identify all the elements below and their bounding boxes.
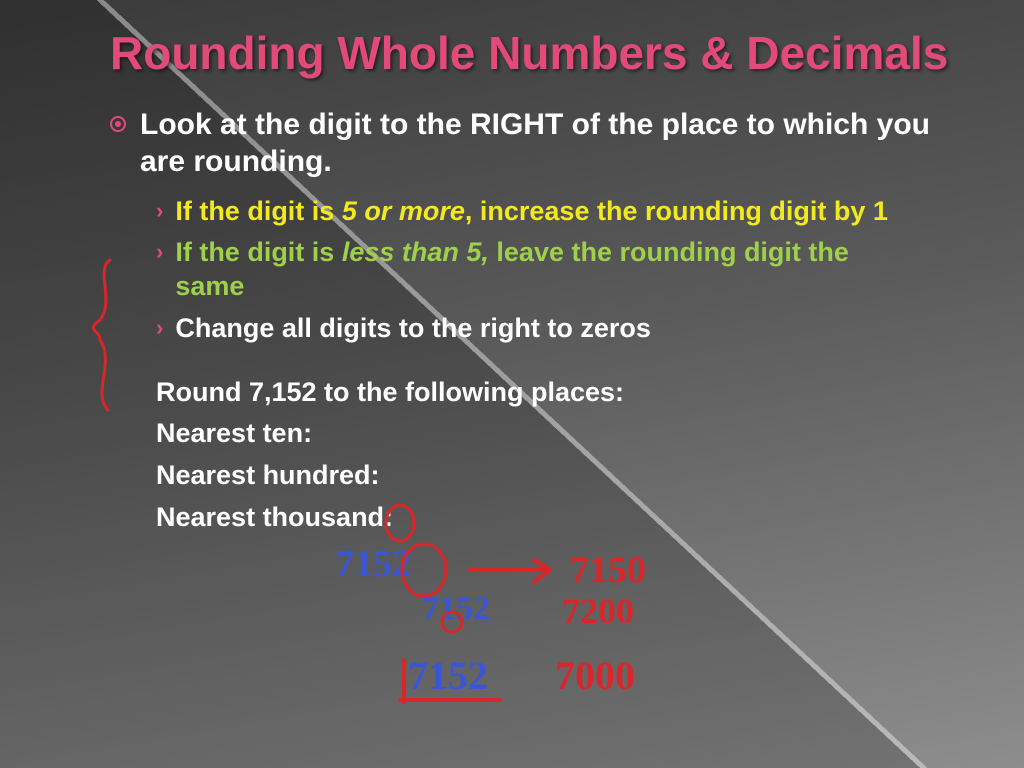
sub-bullet-text-2: Change all digits to the right to zeros: [175, 312, 651, 346]
sub-bullet-0: › If the digit is 5 or more, increase the…: [156, 195, 964, 229]
example-prompt: Round 7,152 to the following places:: [156, 372, 964, 414]
main-bullet-text: Look at the digit to the RIGHT of the pl…: [140, 106, 964, 181]
chevron-icon: ›: [156, 197, 163, 229]
sub-bullet-text-0: If the digit is 5 or more, increase the …: [175, 195, 888, 229]
chevron-icon: ›: [156, 314, 163, 346]
chevron-icon: ›: [156, 238, 163, 304]
example-row-ten: Nearest ten:: [156, 413, 964, 455]
bullet-icon: [110, 116, 126, 132]
sub-bullet-1: ›If the digit is less than 5, leave the …: [156, 236, 964, 304]
example-block: Round 7,152 to the following places: Nea…: [156, 372, 964, 539]
slide: Rounding Whole Numbers & Decimals Look a…: [0, 0, 1024, 768]
slide-title: Rounding Whole Numbers & Decimals: [110, 28, 964, 80]
example-row-thousand: Nearest thousand:: [156, 497, 964, 539]
example-row-hundred: Nearest hundred:: [156, 455, 964, 497]
sub-bullet-2: › Change all digits to the right to zeros: [156, 312, 964, 346]
sub-bullet-text-1: If the digit is less than 5, leave the r…: [175, 236, 924, 304]
main-bullet: Look at the digit to the RIGHT of the pl…: [110, 106, 964, 181]
